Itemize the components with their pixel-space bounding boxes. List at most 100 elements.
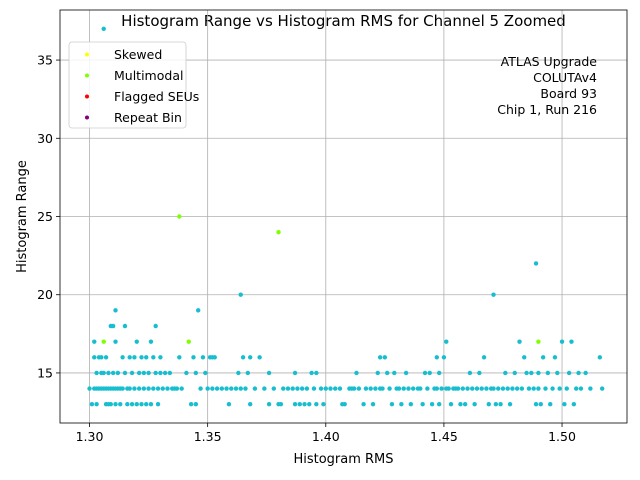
- data-point-normal: [410, 386, 416, 391]
- data-point-normal: [548, 402, 553, 407]
- data-point-normal: [533, 261, 539, 266]
- data-point-normal: [148, 402, 154, 407]
- data-point-normal: [219, 386, 225, 391]
- data-point-normal: [196, 308, 201, 313]
- data-point-normal: [323, 386, 328, 391]
- data-point-normal: [429, 402, 435, 407]
- data-point-normal: [118, 402, 123, 407]
- data-point-normal: [446, 386, 451, 391]
- data-point-normal: [188, 402, 194, 407]
- data-point-normal: [158, 370, 163, 376]
- data-point-normal: [108, 402, 113, 407]
- data-point-normal: [134, 402, 139, 407]
- legend-label-multimodal: Multimodal: [114, 68, 183, 83]
- data-point-normal: [292, 370, 298, 376]
- data-point-normal: [472, 402, 477, 407]
- data-point-normal: [462, 402, 468, 407]
- data-point-normal: [179, 386, 184, 391]
- data-point-normal: [540, 355, 546, 360]
- grid: [60, 10, 627, 423]
- data-point-normal: [236, 370, 241, 376]
- data-point-normal: [380, 386, 385, 391]
- data-point-normal: [484, 386, 489, 391]
- data-point-normal: [512, 370, 517, 376]
- annotation-line-2: COLUTAv4: [533, 70, 597, 85]
- data-point-normal: [94, 370, 99, 376]
- data-point-normal: [110, 370, 116, 376]
- annotation-line-3: Board 93: [540, 86, 597, 101]
- annotation-line-4: Chip 1, Run 216: [497, 102, 597, 117]
- data-point-normal: [434, 386, 440, 391]
- data-point-normal: [193, 402, 199, 407]
- data-point-normal: [507, 402, 513, 407]
- data-point-normal: [127, 386, 132, 391]
- data-point-normal: [514, 386, 520, 391]
- data-point-normal: [87, 386, 92, 391]
- y-axis-label: Histogram Range: [15, 160, 30, 273]
- data-point-normal: [441, 355, 447, 360]
- data-point-normal: [481, 355, 487, 360]
- data-point-normal: [529, 370, 534, 376]
- legend-marker-flagged-seus: [85, 94, 89, 99]
- data-point-normal: [465, 386, 470, 391]
- data-point-normal: [285, 386, 291, 391]
- data-point-normal: [94, 402, 99, 407]
- data-point-normal: [307, 402, 312, 407]
- data-point-normal: [203, 370, 208, 376]
- data-point-normal: [434, 355, 440, 360]
- data-point-normal: [444, 339, 449, 344]
- data-point-normal: [496, 386, 501, 391]
- data-point-normal: [257, 355, 262, 360]
- data-point-normal: [129, 402, 135, 407]
- data-point-normal: [226, 402, 232, 407]
- run-annotation: ATLAS Upgrade COLUTAv4 Board 93 Chip 1, …: [497, 54, 597, 117]
- data-point-normal: [101, 370, 106, 376]
- data-point-normal: [406, 386, 411, 391]
- data-point-normal: [550, 386, 555, 391]
- data-point-normal: [314, 402, 319, 407]
- data-point-normal: [382, 355, 388, 360]
- data-point-normal: [295, 386, 300, 391]
- data-point-normal: [562, 402, 567, 407]
- data-point-normal: [120, 355, 125, 360]
- data-point-normal: [110, 323, 116, 329]
- data-point-normal: [224, 386, 229, 391]
- data-point-normal: [132, 386, 137, 391]
- data-point-normal: [148, 339, 154, 344]
- data-point-normal: [271, 386, 277, 391]
- data-point-multimodal: [101, 339, 106, 344]
- legend-label-repeat-bin: Repeat Bin: [114, 110, 182, 125]
- data-point-normal: [101, 26, 106, 31]
- data-point-normal: [311, 386, 317, 391]
- data-point-normal: [238, 292, 243, 297]
- x-tick-label: 1.50: [548, 429, 576, 444]
- data-point-normal: [555, 370, 560, 376]
- data-point-normal: [517, 339, 522, 344]
- data-point-normal: [545, 370, 551, 376]
- data-point-normal: [538, 402, 543, 407]
- data-point-normal: [115, 370, 121, 376]
- data-point-normal: [448, 402, 454, 407]
- legend-label-flagged-seus: Flagged SEUs: [114, 89, 199, 104]
- data-point-normal: [474, 386, 480, 391]
- legend-marker-skewed: [85, 52, 89, 57]
- legend: Skewed Multimodal Flagged SEUs Repeat Bi…: [68, 41, 199, 129]
- data-point-normal: [89, 402, 95, 407]
- data-point-normal: [247, 402, 253, 407]
- data-point-normal: [569, 339, 574, 344]
- data-point-normal: [328, 386, 333, 391]
- data-point-normal: [536, 386, 541, 391]
- data-point-normal: [422, 370, 428, 376]
- chart-title: Histogram Range vs Histogram RMS for Cha…: [121, 12, 566, 30]
- data-point-normal: [491, 386, 496, 391]
- data-point-normal: [144, 355, 149, 360]
- data-point-normal: [174, 386, 180, 391]
- data-point-normal: [212, 355, 217, 360]
- y-tick-label: 25: [37, 209, 53, 224]
- legend-marker-repeat-bin: [85, 115, 89, 120]
- data-point-normal: [401, 386, 406, 391]
- data-point-normal: [238, 386, 243, 391]
- data-point-normal: [524, 370, 529, 376]
- data-point-normal: [304, 386, 310, 391]
- data-point-normal: [299, 386, 305, 391]
